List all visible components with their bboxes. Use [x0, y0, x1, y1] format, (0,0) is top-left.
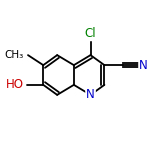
- Text: CH₃: CH₃: [4, 50, 24, 60]
- Text: N: N: [86, 88, 95, 101]
- Text: Cl: Cl: [85, 27, 96, 40]
- Text: N: N: [139, 59, 148, 72]
- Text: HO: HO: [6, 78, 24, 91]
